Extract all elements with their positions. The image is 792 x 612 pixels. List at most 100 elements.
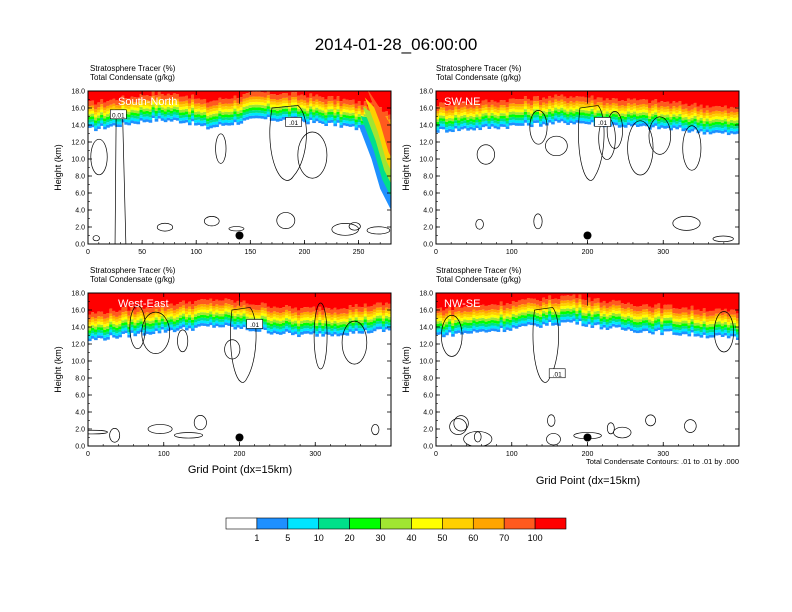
tracer-cell (475, 122, 480, 126)
tracer-cell (508, 111, 513, 115)
tracer-cell (508, 325, 513, 329)
tracer-cell (563, 311, 567, 315)
tracer-cell (626, 122, 631, 126)
tracer-cell (103, 329, 107, 333)
condensate-contour (713, 311, 734, 353)
condensate-contour (371, 424, 380, 436)
tracer-cell (490, 328, 495, 331)
tracer-cell (88, 108, 92, 112)
tracer-cell (330, 117, 335, 120)
tracer-cell (523, 307, 528, 310)
tracer-cell (460, 315, 464, 319)
tracer-cell (551, 116, 555, 119)
tracer-cell (648, 110, 652, 114)
tracer-cell (532, 311, 537, 315)
tracer-cell (472, 108, 476, 112)
tracer-cell (611, 307, 616, 311)
tracer-cell (191, 322, 195, 326)
tracer-cell (657, 123, 661, 127)
tracer-cell (729, 111, 734, 115)
tracer-cell (599, 310, 604, 314)
xtick-label: 0 (86, 451, 90, 458)
tracer-cell (378, 312, 383, 316)
tracer-cell (729, 330, 734, 334)
tracer-cell (493, 106, 498, 110)
tracer-cell (191, 104, 195, 108)
tracer-cell (145, 320, 150, 324)
tracer-cell (651, 326, 655, 329)
tracer-cell (118, 107, 122, 111)
tracer-cell (639, 306, 643, 311)
tracer-cell (157, 110, 162, 114)
tracer-cell (523, 304, 528, 308)
tracer-cell (197, 293, 201, 300)
tracer-cell (693, 118, 698, 122)
tracer-cell (369, 330, 374, 333)
tracer-cell (729, 317, 734, 321)
tracer-cell (357, 322, 362, 326)
tracer-cell (620, 303, 625, 309)
tracer-cell (172, 318, 177, 322)
tracer-cell (142, 327, 147, 331)
tracer-cell (575, 319, 580, 322)
tracer-cell (584, 102, 589, 105)
tracer-cell (557, 299, 561, 305)
tracer-cell (548, 117, 552, 120)
tracer-cell (127, 122, 132, 126)
tracer-cell (445, 124, 449, 128)
tracer-cell (200, 306, 204, 310)
tracer-cell (88, 91, 92, 102)
tracer-cell (657, 126, 661, 130)
tracer-cell (372, 309, 377, 313)
tracer-cell (496, 310, 501, 313)
tracer-cell (178, 112, 183, 116)
tracer-cell (454, 293, 458, 308)
tracer-cell (581, 104, 586, 108)
tracer-cell (88, 314, 92, 320)
tracer-cell (163, 319, 168, 322)
tracer-cell (466, 325, 470, 329)
condensate-contour (476, 144, 495, 165)
tracer-cell (209, 101, 213, 107)
tracer-cell (112, 103, 116, 107)
tracer-cell (266, 98, 271, 101)
tracer-cell (611, 111, 616, 114)
tracer-cell (163, 327, 168, 330)
tracer-cell (499, 121, 504, 125)
tracer-cell (642, 320, 646, 324)
tracer-cell (194, 103, 198, 107)
tracer-cell (251, 110, 256, 113)
tracer-cell (275, 99, 280, 103)
tracer-cell (451, 293, 455, 311)
colorbar-swatch (534, 517, 567, 530)
ytick-label: 2.0 (423, 225, 433, 232)
tracer-cell (705, 316, 710, 320)
tracer-cell (294, 113, 298, 117)
tracer-cell (206, 91, 210, 103)
tracer-cell (657, 303, 661, 309)
tracer-cell (705, 105, 710, 111)
tracer-cell (145, 116, 150, 120)
tracer-cell (275, 118, 280, 122)
tracer-cell (454, 109, 458, 113)
tracer-cell (526, 91, 531, 99)
tracer-cell (696, 122, 701, 126)
tracer-cell (454, 114, 458, 118)
tracer-cell (236, 308, 241, 312)
tracer-cell (109, 316, 113, 319)
tracer-cell (103, 118, 107, 122)
tracer-cell (584, 97, 589, 103)
tracer-cell (230, 119, 235, 123)
tracer-cell (278, 321, 283, 324)
ytick-label: 14.0 (419, 123, 433, 130)
tracer-cell (651, 312, 655, 316)
tracer-cell (175, 311, 180, 315)
tracer-cell (502, 326, 507, 330)
tracer-cell (657, 310, 661, 314)
tracer-cell (212, 316, 216, 320)
tracer-cell (451, 325, 455, 329)
tracer-cell (681, 125, 686, 129)
tracer-cell (136, 105, 141, 108)
tracer-cell (194, 120, 198, 123)
tracer-cell (333, 318, 338, 321)
